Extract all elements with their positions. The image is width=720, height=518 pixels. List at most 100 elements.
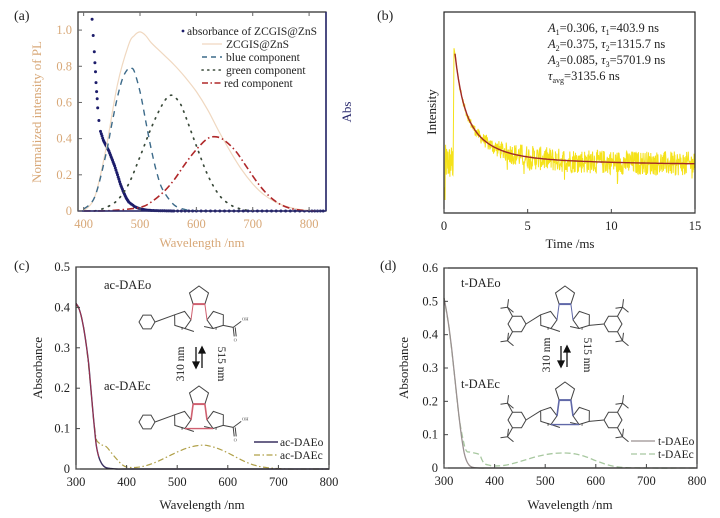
a-legend-green: green component	[226, 65, 306, 77]
y-tick-label: 0.8	[56, 59, 72, 73]
series-green-component	[94, 94, 254, 212]
x-tick-label: 10	[605, 219, 618, 233]
x-tick-label: 800	[300, 217, 319, 231]
svg-text:S: S	[547, 326, 550, 331]
svg-text:OH: OH	[242, 416, 249, 421]
y-tick-label: 0	[66, 204, 72, 218]
a-legend-red: red component	[224, 78, 293, 90]
panel-label-d: (d)	[380, 259, 397, 274]
abs-point	[92, 50, 96, 54]
svg-text:O: O	[234, 337, 238, 342]
fit-annotation-line: A1=0.306, τ1=403.9 ns	[547, 21, 659, 37]
c-legend-closed: ac-DAEc	[280, 450, 323, 462]
panel-label-c: (c)	[14, 259, 30, 274]
abs-point	[114, 168, 118, 172]
b-ticks: 0 5 10 15	[441, 209, 701, 233]
y-tick-label: 0.3	[422, 361, 438, 375]
y-tick-label: 0	[64, 462, 70, 476]
x-tick-label: 700	[269, 475, 288, 489]
d-open-label: t-DAEo	[461, 276, 501, 290]
abs-point	[90, 17, 94, 21]
abs-point	[113, 166, 117, 170]
b-xlabel: Time /ms	[545, 236, 594, 251]
series-decay-data	[444, 48, 696, 201]
x-tick-label: 15	[689, 219, 702, 233]
y-tick-label: 0.2	[56, 168, 72, 182]
fit-annotation-line: A2=0.375, τ2=1315.7 ns	[547, 37, 665, 53]
series-absorbance-dots	[90, 17, 325, 213]
x-tick-label: 0	[441, 219, 447, 233]
x-tick-label: 500	[168, 475, 187, 489]
y-tick-label: 0.1	[422, 428, 438, 442]
d-forward-wavelength: 310 nm	[541, 338, 553, 373]
a-ylabel-right: Abs	[339, 102, 354, 123]
c-legend-open: ac-DAEo	[280, 437, 324, 449]
y-tick-label: 0.2	[54, 381, 70, 395]
d-reverse-wavelength: 515 nm	[581, 338, 593, 373]
svg-text:O: O	[234, 437, 238, 442]
d-xlabel: Wavelength /nm	[527, 497, 612, 512]
series-ac-daec	[75, 303, 329, 470]
x-tick-label: 300	[435, 474, 454, 488]
b-ylabel: Intensity	[424, 89, 439, 135]
y-tick-label: 1.0	[56, 23, 72, 37]
y-tick-label: 0.6	[422, 261, 438, 275]
abs-point	[91, 34, 95, 37]
abs-point	[118, 180, 122, 184]
d-ticks: 300 400 500 600 700 800 0 0.1 0.2 0.3 0.4 0.5 0.6	[422, 261, 706, 488]
x-tick-label: 600	[586, 474, 605, 488]
svg-text:S: S	[215, 326, 218, 331]
d-switch-arrows-icon	[556, 344, 572, 369]
panel-a-pl-spectra: 400 500 600 700 800 0 0.2 0.4 0.6 0.8 1.0 Normaliz…	[29, 11, 354, 250]
x-tick-label: 700	[243, 217, 262, 231]
x-tick-label: 600	[218, 475, 237, 489]
y-tick-label: 0	[432, 461, 438, 475]
x-tick-label: 600	[187, 217, 206, 231]
y-tick-label: 0.5	[54, 260, 70, 274]
y-tick-label: 0.4	[422, 328, 438, 342]
x-tick-label: 800	[688, 474, 707, 488]
c-closed-molecule-icon: S S OH O	[138, 385, 249, 442]
a-legend: absorbance of ZCGIS@ZnS ZCGIS@ZnS blue c…	[181, 26, 317, 90]
y-tick-label: 0.2	[422, 394, 438, 408]
abs-point	[97, 119, 101, 122]
x-tick-label: 800	[320, 475, 339, 489]
y-tick-label: 0.4	[56, 132, 72, 146]
d-legend-open: t-DAEo	[658, 436, 695, 448]
c-closed-label: ac-DAEc	[104, 379, 151, 393]
abs-point	[93, 61, 97, 65]
x-tick-label: 500	[536, 474, 555, 488]
y-tick-label: 0.1	[54, 422, 70, 436]
abs-point	[94, 81, 98, 85]
a-ticks: 400 500 600 700 800 0 0.2 0.4 0.6 0.8 1.0	[56, 12, 318, 231]
b-curves	[444, 48, 696, 201]
c-open-molecule-icon: S S OH O	[138, 285, 249, 342]
abs-point	[117, 177, 121, 181]
a-legend-total: ZCGIS@ZnS	[226, 39, 289, 51]
c-switch-arrows-icon	[191, 345, 207, 370]
series-t-daec	[443, 297, 698, 469]
d-closed-label: t-DAEc	[461, 377, 500, 391]
svg-text:OH: OH	[242, 316, 249, 321]
a-xlabel: Wavelength /nm	[159, 235, 244, 250]
abs-point	[99, 129, 102, 133]
fit-annotation-line: τavg=3135.6 ns	[548, 69, 620, 85]
svg-text:S: S	[581, 422, 584, 427]
x-tick-label: 5	[525, 219, 531, 233]
c-forward-wavelength: 310 nm	[175, 347, 187, 382]
panel-label-b: (b)	[377, 9, 394, 24]
c-plot-frame	[75, 266, 330, 470]
c-ticks: 300 400 500 600 700 800 0 0.1 0.2 0.3 0.4 0.5	[54, 260, 338, 489]
x-tick-label: 400	[74, 217, 93, 231]
d-legend: t-DAEo t-DAEc	[631, 436, 695, 461]
d-legend-closed: t-DAEc	[658, 449, 694, 461]
a-legend-abs-marker	[181, 29, 185, 33]
y-tick-label: 0.4	[54, 300, 70, 314]
series-blue-component	[83, 66, 208, 212]
svg-text:S: S	[181, 326, 184, 331]
abs-point	[95, 90, 99, 94]
